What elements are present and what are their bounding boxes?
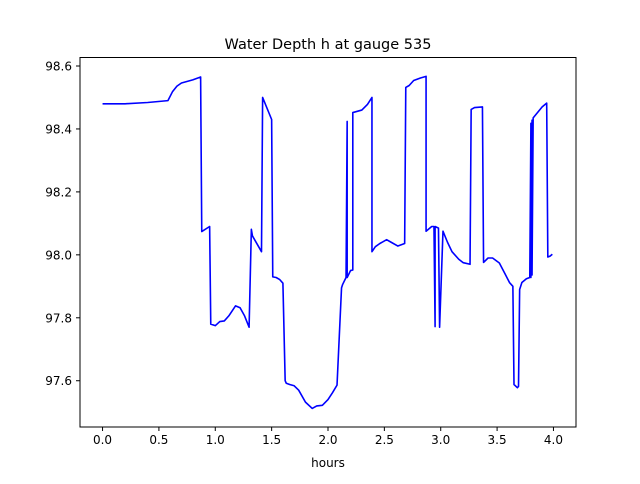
x-tick-label: 4.0 <box>544 433 563 447</box>
y-tick-label: 97.8 <box>45 311 72 325</box>
x-tick-label: 1.5 <box>262 433 281 447</box>
chart-title: Water Depth h at gauge 535 <box>225 37 432 53</box>
y-tick-label: 98.4 <box>45 122 72 136</box>
y-tick-label: 97.6 <box>45 374 72 388</box>
x-tick-label: 3.0 <box>431 433 450 447</box>
series-line-0 <box>102 75 553 410</box>
plot-area <box>102 75 553 410</box>
y-tick-label: 98.0 <box>45 248 72 262</box>
x-tick-label: 0.5 <box>149 433 168 447</box>
x-tick-label: 2.0 <box>318 433 337 447</box>
x-tick-label: 0.0 <box>93 433 112 447</box>
y-tick-label: 98.6 <box>45 59 72 73</box>
x-tick-label: 2.5 <box>375 433 394 447</box>
y-tick-label: 98.2 <box>45 185 72 199</box>
x-axis-ticks: 0.0 0.5 1.0 1.5 2.0 2.5 3.0 3.5 4.0 <box>93 427 563 447</box>
axes-frame <box>79 57 577 428</box>
x-tick-label: 3.5 <box>488 433 507 447</box>
y-axis-ticks: 97.6 97.8 98.0 98.2 98.4 98.6 <box>45 59 80 388</box>
x-axis-label: hours <box>311 456 345 470</box>
x-tick-label: 1.0 <box>206 433 225 447</box>
